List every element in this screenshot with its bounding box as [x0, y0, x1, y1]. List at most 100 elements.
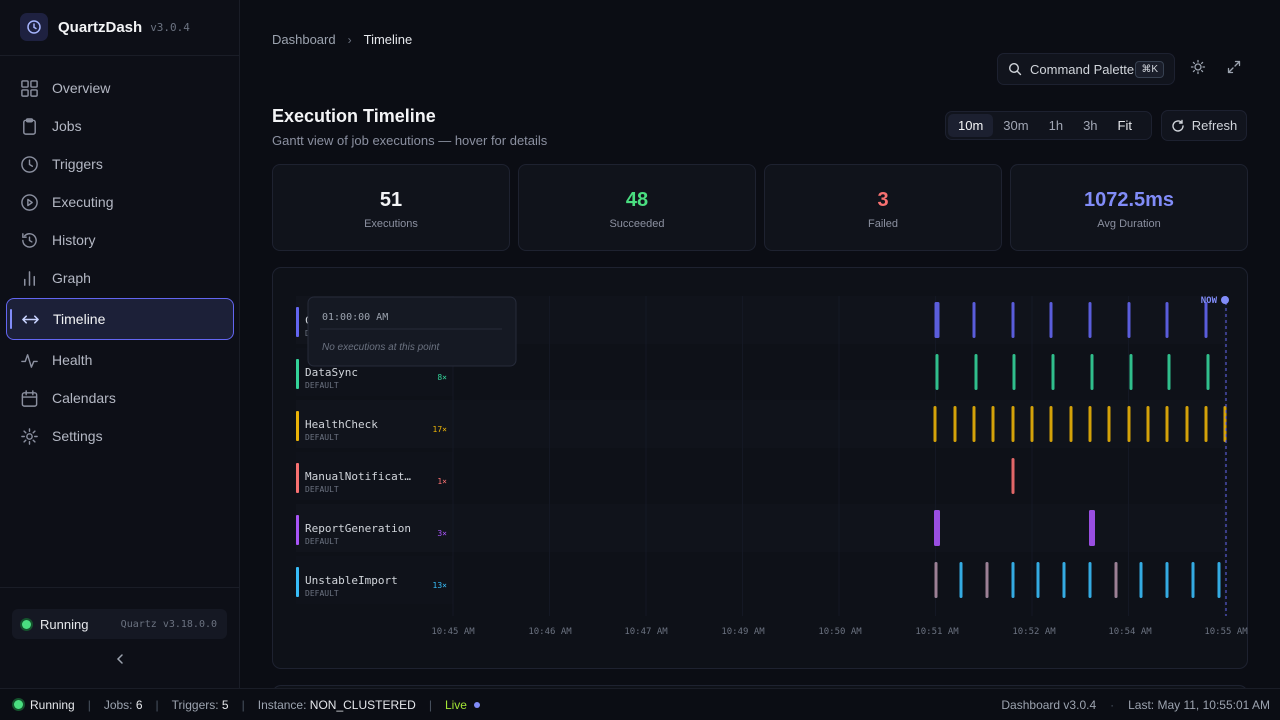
- scheduler-status-label: Running: [40, 616, 89, 632]
- sidebar-item-graph[interactable]: Graph: [6, 259, 234, 297]
- execution-bar[interactable]: [934, 302, 940, 338]
- breadcrumb-current: Timeline: [363, 32, 413, 47]
- sidebar-item-label: Settings: [52, 428, 103, 444]
- execution-bar[interactable]: [1062, 562, 1066, 598]
- execution-bar[interactable]: [1011, 302, 1015, 338]
- execution-bar[interactable]: [1206, 354, 1210, 390]
- breadcrumb-dashboard[interactable]: Dashboard: [272, 32, 336, 47]
- sidebar-item-label: Overview: [52, 80, 111, 96]
- calendar-icon: [21, 389, 38, 407]
- execution-bar[interactable]: [933, 406, 937, 442]
- execution-bar[interactable]: [1011, 562, 1015, 598]
- execution-bar[interactable]: [1012, 354, 1016, 390]
- clock-logo-icon: [20, 13, 48, 41]
- range-1h[interactable]: 1h: [1048, 118, 1064, 133]
- sidebar-nav: Overview Jobs Triggers Executing History…: [6, 69, 234, 455]
- row-accent-bar: [296, 307, 299, 337]
- execution-bar[interactable]: [1090, 354, 1094, 390]
- range-10m[interactable]: 10m: [948, 114, 994, 137]
- command-palette-button[interactable]: Command Palette ⌘K: [997, 53, 1175, 85]
- collapse-sidebar-button[interactable]: [112, 652, 128, 672]
- sidebar-item-history[interactable]: History: [6, 221, 234, 259]
- row-track: [453, 296, 1228, 344]
- execution-bar[interactable]: [1204, 302, 1208, 338]
- execution-bar[interactable]: [1165, 406, 1169, 442]
- row-track: [453, 400, 1228, 448]
- execution-bar[interactable]: [1011, 458, 1015, 494]
- execution-bar[interactable]: [1088, 302, 1092, 338]
- execution-bar[interactable]: [1139, 562, 1143, 598]
- status-bar: Running | Jobs: 6 | Triggers: 5 | Instan…: [0, 688, 1280, 720]
- execution-bar[interactable]: [1127, 406, 1131, 442]
- execution-bar[interactable]: [959, 562, 963, 598]
- execution-bar[interactable]: [934, 510, 940, 546]
- expand-icon: [1227, 60, 1241, 74]
- status-dot: [22, 619, 31, 629]
- execution-bar[interactable]: [1049, 406, 1053, 442]
- execution-bar[interactable]: [991, 406, 995, 442]
- time-axis-label: 10:47 AM: [624, 627, 668, 637]
- execution-bar[interactable]: [1127, 302, 1131, 338]
- execution-bar[interactable]: [1165, 562, 1169, 598]
- breadcrumb: Dashboard › Timeline: [272, 32, 412, 47]
- footer-instance: NON_CLUSTERED: [309, 697, 416, 712]
- sidebar-item-settings[interactable]: Settings: [6, 417, 234, 455]
- sidebar-item-triggers[interactable]: Triggers: [6, 145, 234, 183]
- execution-bar[interactable]: [1185, 406, 1189, 442]
- execution-bar[interactable]: [1088, 406, 1092, 442]
- live-indicator: Live: [444, 697, 467, 712]
- stat-value: 3: [877, 189, 889, 211]
- execution-bar[interactable]: [1129, 354, 1133, 390]
- execution-bar[interactable]: [1165, 302, 1169, 338]
- execution-bar[interactable]: [1167, 354, 1171, 390]
- refresh-button[interactable]: Refresh: [1161, 110, 1247, 141]
- stat-value: 51: [379, 189, 403, 211]
- page-subtitle: Gantt view of job executions — hover for…: [272, 133, 548, 148]
- sidebar-item-jobs[interactable]: Jobs: [6, 107, 234, 145]
- sidebar-item-overview[interactable]: Overview: [6, 69, 234, 107]
- status-dot: [14, 700, 23, 709]
- execution-bar[interactable]: [1223, 406, 1227, 442]
- sidebar-item-calendars[interactable]: Calendars: [6, 379, 234, 417]
- execution-bar[interactable]: [1051, 354, 1055, 390]
- execution-bar[interactable]: [1011, 406, 1015, 442]
- sidebar-item-timeline[interactable]: Timeline: [6, 298, 234, 340]
- range-3h[interactable]: 3h: [1083, 118, 1098, 133]
- footer-jobs-label: Jobs:: [103, 697, 133, 712]
- execution-bar[interactable]: [1030, 406, 1034, 442]
- execution-bar[interactable]: [1049, 302, 1053, 338]
- stat-label: Succeeded: [609, 218, 665, 230]
- execution-bar[interactable]: [1191, 562, 1195, 598]
- stat-label: Executions: [364, 218, 418, 230]
- execution-bar[interactable]: [1069, 406, 1073, 442]
- execution-bar[interactable]: [972, 406, 976, 442]
- fullscreen-button[interactable]: [1225, 58, 1243, 76]
- job-name: UnstableImport: [305, 574, 398, 587]
- execution-bar[interactable]: [935, 354, 939, 390]
- execution-bar[interactable]: [1146, 406, 1150, 442]
- execution-bar[interactable]: [972, 302, 976, 338]
- execution-bar[interactable]: [1089, 510, 1095, 546]
- range-30m[interactable]: 30m: [1003, 118, 1029, 133]
- execution-bar[interactable]: [1204, 406, 1208, 442]
- brand[interactable]: QuartzDash v3.0.4: [20, 12, 190, 42]
- sidebar-item-health[interactable]: Health: [6, 341, 234, 379]
- range-fit[interactable]: Fit: [1117, 118, 1132, 133]
- time-axis-label: 10:51 AM: [915, 627, 959, 637]
- history-icon: [22, 232, 37, 248]
- execution-bar[interactable]: [1036, 562, 1040, 598]
- execution-bar[interactable]: [1088, 562, 1092, 598]
- search-icon: [1008, 62, 1022, 76]
- execution-bar[interactable]: [974, 354, 978, 390]
- sidebar-divider: [0, 55, 240, 56]
- row-label-cell: [296, 452, 453, 500]
- sidebar-item-executing[interactable]: Executing: [6, 183, 234, 221]
- execution-bar[interactable]: [1107, 406, 1111, 442]
- execution-bar[interactable]: [1217, 562, 1221, 598]
- row-accent-bar: [296, 359, 299, 389]
- theme-toggle-button[interactable]: [1189, 58, 1207, 76]
- execution-bar[interactable]: [953, 406, 957, 442]
- job-group: DEFAULT: [305, 381, 339, 390]
- time-axis-label: 10:45 AM: [431, 627, 475, 637]
